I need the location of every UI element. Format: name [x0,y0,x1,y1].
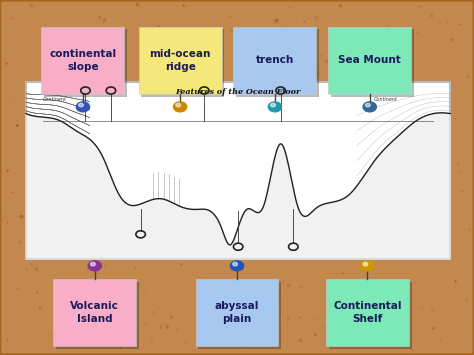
Text: Sea Mount: Sea Mount [338,55,401,65]
FancyBboxPatch shape [328,27,411,94]
FancyBboxPatch shape [328,282,411,349]
FancyBboxPatch shape [42,27,124,94]
Circle shape [365,103,370,107]
Text: Continental
Shelf: Continental Shelf [333,301,401,324]
Circle shape [271,103,275,107]
FancyBboxPatch shape [141,29,224,97]
Polygon shape [26,113,450,259]
Text: Continent: Continent [43,97,67,102]
FancyBboxPatch shape [56,282,139,349]
FancyBboxPatch shape [236,29,319,97]
FancyBboxPatch shape [54,279,136,346]
Text: Continent: Continent [374,97,398,102]
FancyBboxPatch shape [326,279,409,346]
FancyBboxPatch shape [233,27,316,94]
Circle shape [361,261,374,271]
Circle shape [91,262,95,266]
Text: abyssal
plain: abyssal plain [215,301,259,324]
Circle shape [233,262,237,266]
Circle shape [230,261,244,271]
Text: Volcanic
Island: Volcanic Island [70,301,119,324]
FancyBboxPatch shape [138,27,221,94]
Circle shape [173,102,187,112]
FancyBboxPatch shape [45,29,127,97]
Text: Features of the Ocean Floor: Features of the Ocean Floor [175,88,301,96]
Circle shape [268,102,282,112]
Text: mid-ocean
ridge: mid-ocean ridge [149,49,211,72]
Circle shape [363,262,368,266]
Circle shape [76,102,90,112]
FancyBboxPatch shape [26,82,450,259]
Text: continental
slope: continental slope [49,49,117,72]
FancyBboxPatch shape [198,282,281,349]
Circle shape [88,261,101,271]
Circle shape [176,103,181,107]
Text: trench: trench [256,55,294,65]
Circle shape [79,103,83,107]
Circle shape [363,102,376,112]
FancyBboxPatch shape [331,29,414,97]
FancyBboxPatch shape [195,279,278,346]
